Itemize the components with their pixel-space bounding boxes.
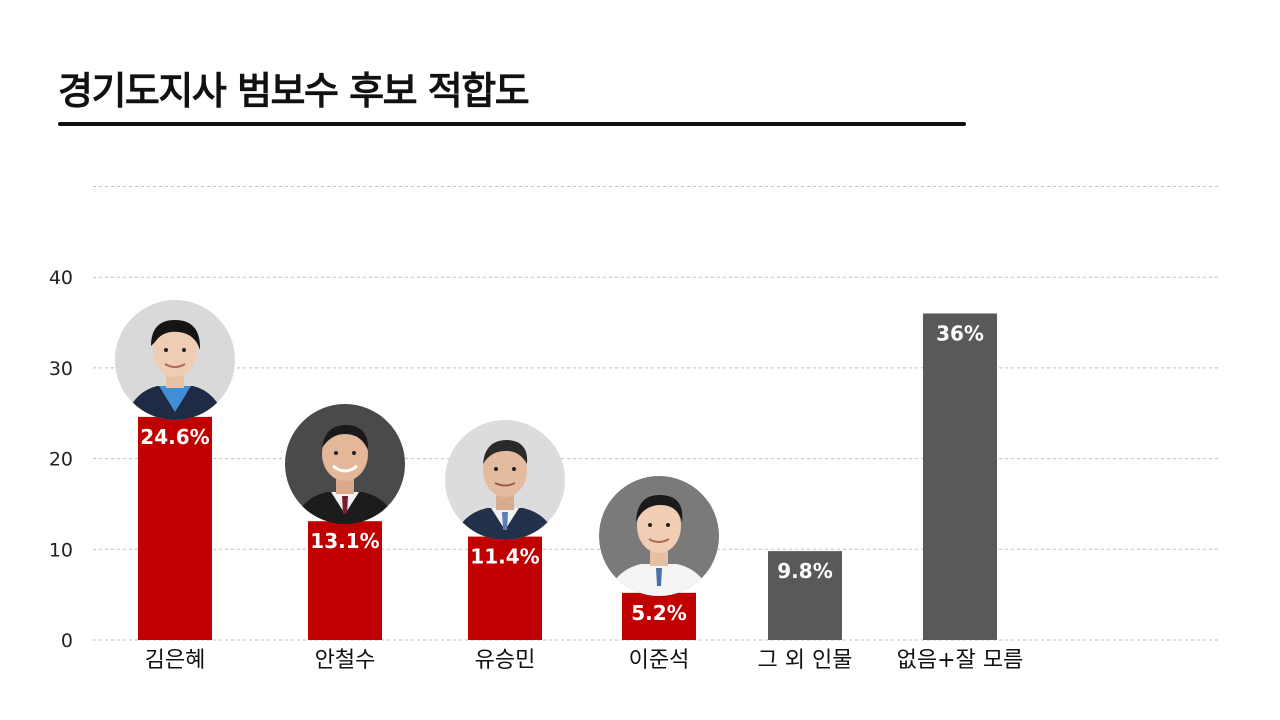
bar-6 (923, 313, 997, 640)
bar-value-label: 24.6% (140, 425, 209, 449)
x-category-label: 유승민 (475, 648, 536, 673)
chart-title: 경기도지사 범보수 후보 적합도 (58, 69, 530, 113)
y-tick-label: 40 (49, 267, 73, 289)
x-category-label: 안철수 (315, 648, 376, 673)
person-photo-yoo (445, 419, 565, 540)
bar-1 (138, 416, 212, 640)
x-category-label: 그 외 인물 (758, 648, 853, 673)
bar-value-label: 13.1% (310, 529, 379, 553)
bar-value-label: 36% (936, 321, 984, 345)
person-photo-ahn (285, 404, 405, 525)
title-underline (58, 122, 966, 126)
x-category-label: 이준석 (629, 648, 690, 673)
y-tick-label: 0 (61, 630, 73, 652)
person-photo-kim (115, 299, 235, 420)
person-photo-lee (599, 475, 719, 596)
y-tick-label: 10 (49, 539, 73, 561)
x-category-label: 없음+잘 모름 (897, 648, 1024, 673)
bar-3 (468, 536, 542, 640)
bar-2 (308, 521, 382, 640)
bar-value-label: 5.2% (631, 601, 686, 625)
bar-value-label: 9.8% (777, 559, 832, 583)
y-tick-label: 20 (49, 449, 73, 471)
bar-4 (622, 592, 696, 640)
x-category-label: 김은혜 (145, 648, 206, 673)
bar-5 (768, 551, 842, 640)
y-tick-label: 30 (49, 358, 73, 380)
bar-value-label: 11.4% (470, 545, 539, 569)
